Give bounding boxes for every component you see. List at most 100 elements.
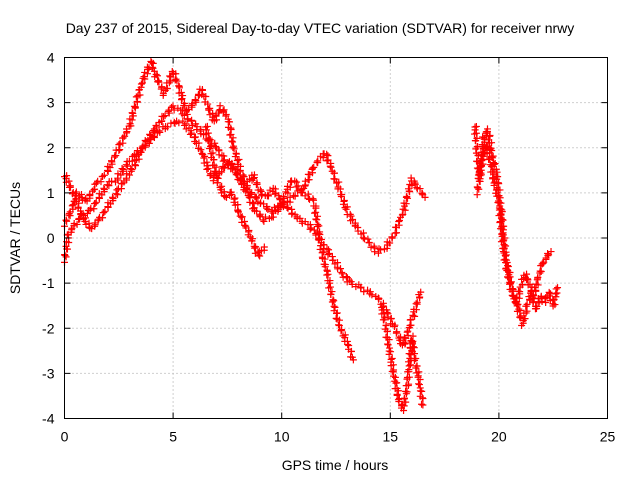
data-point — [337, 192, 345, 200]
data-point — [332, 314, 340, 322]
data-point — [112, 190, 120, 198]
data-point — [180, 101, 188, 109]
data-point — [204, 129, 212, 137]
data-point — [286, 183, 294, 191]
data-point — [184, 115, 192, 123]
data-point — [204, 100, 212, 108]
data-point — [228, 190, 236, 198]
data-point — [324, 251, 332, 259]
data-point — [486, 154, 494, 162]
data-point — [153, 72, 161, 80]
data-point — [218, 168, 226, 176]
data-point — [284, 204, 292, 212]
data-point — [152, 122, 160, 130]
data-point — [132, 93, 140, 101]
data-point — [111, 151, 119, 159]
data-point — [484, 142, 492, 150]
data-point — [551, 301, 559, 309]
data-point — [331, 303, 339, 311]
data-point — [264, 206, 272, 214]
data-point — [91, 221, 99, 229]
data-point — [401, 206, 409, 214]
data-point — [553, 289, 561, 297]
data-point — [357, 283, 365, 291]
data-point — [234, 207, 242, 215]
data-point — [76, 215, 84, 223]
data-point — [137, 148, 145, 156]
data-point — [312, 208, 320, 216]
data-point — [108, 158, 116, 166]
data-point — [533, 302, 541, 310]
data-point — [310, 226, 318, 234]
data-point — [280, 199, 288, 207]
data-point — [301, 192, 309, 200]
data-point — [310, 163, 318, 171]
data-point — [315, 222, 323, 230]
x-tick-label: 0 — [61, 429, 69, 445]
data-point — [416, 375, 424, 383]
data-point — [86, 192, 94, 200]
data-point — [478, 157, 486, 165]
data-point — [317, 235, 325, 243]
data-point — [126, 171, 134, 179]
data-point — [127, 165, 135, 173]
data-point — [499, 244, 507, 252]
data-point — [403, 328, 411, 336]
chart-title: Day 237 of 2015, Sidereal Day-to-day VTE… — [66, 20, 575, 36]
data-point — [67, 183, 75, 191]
data-point — [117, 171, 125, 179]
data-point — [153, 123, 161, 131]
series-trace-b — [61, 102, 429, 266]
data-point — [552, 285, 560, 293]
data-point — [483, 127, 491, 135]
y-tick-label: -3 — [42, 365, 55, 381]
data-point — [204, 165, 212, 173]
data-point — [348, 280, 356, 288]
x-tick-label: 5 — [169, 429, 177, 445]
data-point — [109, 195, 117, 203]
data-point — [130, 102, 138, 110]
data-point — [92, 198, 100, 206]
data-point — [481, 138, 489, 146]
y-axis-label: SDTVAR / TECUs — [7, 182, 23, 294]
data-point — [250, 174, 258, 182]
data-point — [159, 91, 167, 99]
data-point — [325, 250, 333, 258]
data-point — [473, 183, 481, 191]
data-point — [340, 196, 348, 204]
y-tick-label: 2 — [47, 140, 55, 156]
data-point — [216, 102, 224, 110]
data-point — [314, 157, 322, 165]
data-point — [252, 243, 260, 251]
data-point — [233, 169, 241, 177]
data-point — [148, 63, 156, 71]
data-point — [415, 381, 423, 389]
data-point — [367, 243, 375, 251]
data-point — [286, 193, 294, 201]
x-tick-label: 25 — [600, 429, 616, 445]
data-point — [499, 231, 507, 239]
data-point — [235, 156, 243, 164]
data-point — [77, 210, 85, 218]
data-point — [221, 164, 229, 172]
data-point — [177, 88, 185, 96]
data-point — [472, 122, 480, 130]
data-point — [197, 146, 205, 154]
data-point — [242, 187, 250, 195]
data-point — [252, 181, 260, 189]
data-point — [232, 171, 240, 179]
data-point — [516, 307, 524, 315]
data-point — [534, 281, 542, 289]
data-point — [248, 237, 256, 245]
data-point — [95, 215, 103, 223]
data-point — [522, 302, 530, 310]
data-point — [187, 129, 195, 137]
series-trace-g — [473, 138, 555, 308]
data-point — [212, 163, 220, 171]
data-point — [402, 398, 410, 406]
y-tick-label: -2 — [42, 320, 55, 336]
data-point — [323, 157, 331, 165]
data-point — [496, 225, 504, 233]
series-trace-d — [202, 122, 268, 260]
data-point — [264, 191, 272, 199]
